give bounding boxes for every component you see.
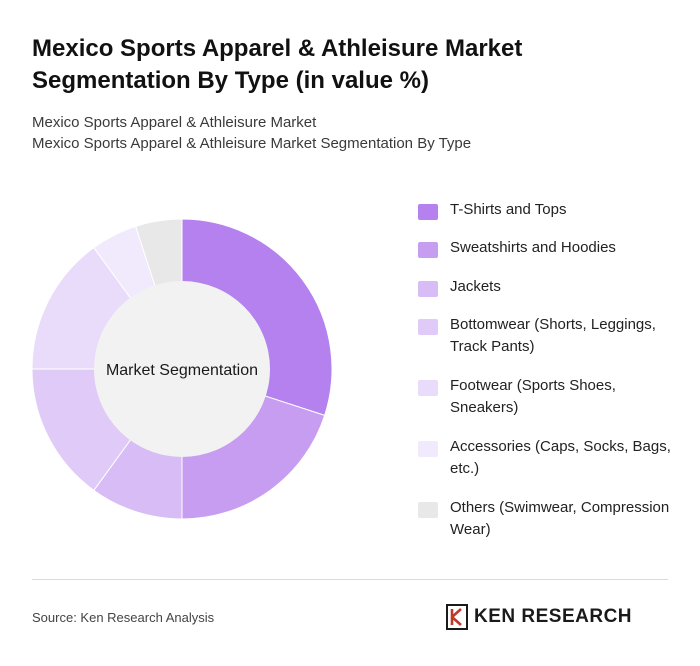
subtitle-line-2: Mexico Sports Apparel & Athleisure Marke… <box>32 135 472 152</box>
footer-divider <box>32 579 668 580</box>
donut-center-label: Market Segmentation <box>106 362 258 379</box>
brand-name: KEN RESEARCH <box>474 606 633 627</box>
legend-label: Bottomwear (Shorts, Leggings, Track Pant… <box>450 316 656 355</box>
source-note: Source: Ken Research Analysis <box>32 610 215 625</box>
legend-label: Jackets <box>450 278 501 295</box>
legend-swatch <box>418 242 438 258</box>
chart-subtitle: Mexico Sports Apparel & Athleisure Marke… <box>32 112 672 154</box>
legend-swatch <box>418 441 438 457</box>
legend-swatch <box>418 380 438 396</box>
legend-label: Accessories (Caps, Socks, Bags, etc.) <box>450 438 671 477</box>
legend-swatch <box>418 319 438 335</box>
legend-label: Sweatshirts and Hoodies <box>450 239 616 256</box>
legend-swatch <box>418 204 438 220</box>
legend-swatch <box>418 502 438 518</box>
legend-label: T-Shirts and Tops <box>450 201 567 218</box>
chart-title: Mexico Sports Apparel & Athleisure Marke… <box>32 35 523 94</box>
ken-research-logo-icon <box>446 604 468 630</box>
donut-center <box>94 281 270 457</box>
brand-logo: KEN RESEARCH <box>446 603 632 631</box>
subtitle-line-1: Mexico Sports Apparel & Athleisure Marke… <box>32 114 317 131</box>
legend-swatch <box>418 281 438 297</box>
donut-chart: Market Segmentation <box>31 218 333 520</box>
legend-label: Others (Swimwear, Compression Wear) <box>450 499 670 538</box>
legend-label: Footwear (Sports Shoes, Sneakers) <box>450 377 616 416</box>
